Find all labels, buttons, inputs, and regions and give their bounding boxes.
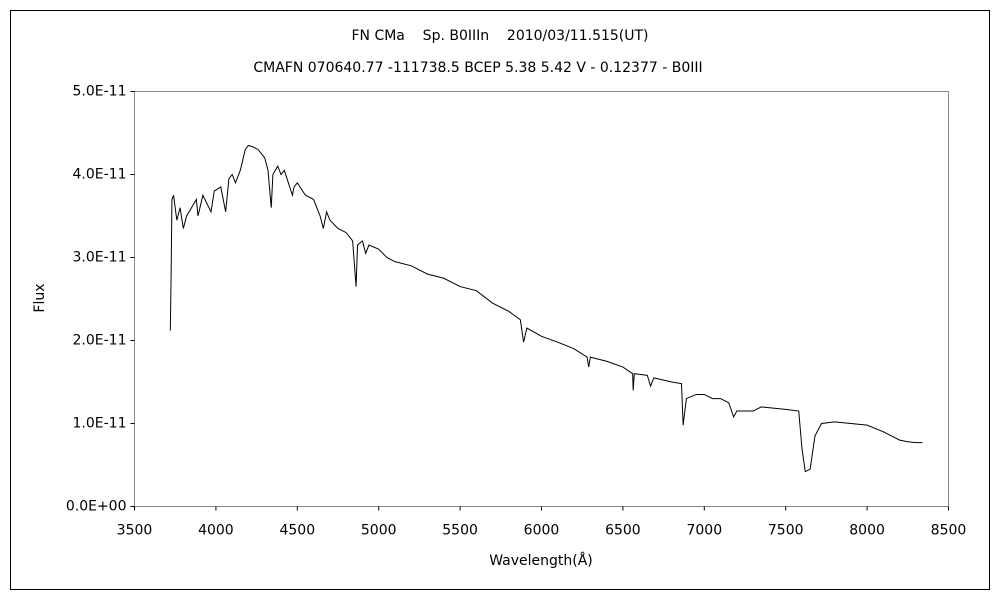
y-tick-label: 5.0E-11 [73, 84, 127, 100]
x-tick-label: 3500 [117, 523, 153, 539]
y-axis-label: Flux [32, 283, 48, 312]
x-tick-label: 8500 [931, 523, 967, 539]
x-tick-label: 4500 [279, 523, 315, 539]
x-tick-label: 6500 [605, 523, 641, 539]
x-tick-label: 5000 [361, 523, 397, 539]
y-tick-label: 2.0E-11 [73, 333, 127, 349]
x-tick-label: 7500 [768, 523, 804, 539]
x-tick-label: 7000 [686, 523, 722, 539]
y-tick-label: 4.0E-11 [73, 167, 127, 183]
x-tick-label: 6000 [524, 523, 560, 539]
chart-title: FN CMa Sp. B0IIIn 2010/03/11.515(UT) [351, 28, 648, 44]
x-tick-label: 5500 [442, 523, 478, 539]
x-axis-label: Wavelength(Å) [489, 552, 593, 569]
plot-area [134, 91, 949, 507]
y-tick-label: 0.0E+00 [66, 499, 127, 515]
y-tick-label: 3.0E-11 [73, 250, 127, 266]
y-tick-label: 1.0E-11 [73, 416, 127, 432]
x-tick-label: 8000 [849, 523, 885, 539]
x-tick-label: 4000 [198, 523, 234, 539]
chart-subtitle: CMAFN 070640.77 -111738.5 BCEP 5.38 5.42… [253, 60, 702, 76]
spectrum-line [169, 144, 923, 473]
